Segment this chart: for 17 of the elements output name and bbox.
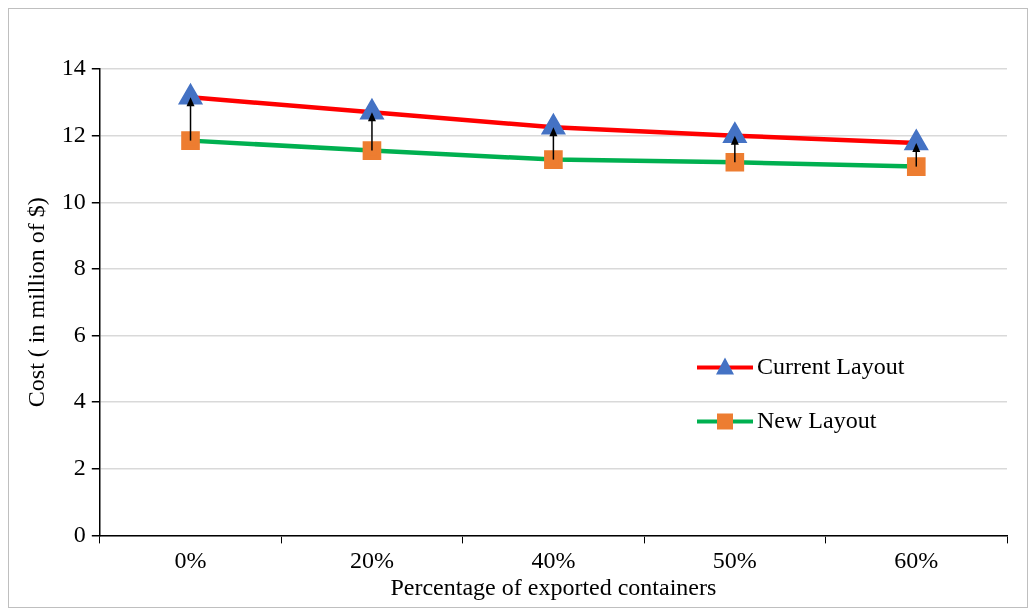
x-tick-label: 50% (712, 547, 757, 574)
legend-label: Current Layout (757, 352, 905, 379)
x-tick-label: 0% (174, 547, 207, 574)
y-tick-label: 0 (73, 520, 86, 547)
x-tick-label: 60% (894, 547, 939, 574)
y-tick-label: 14 (61, 54, 86, 81)
y-tick-label: 4 (73, 387, 86, 414)
y-tick-label: 8 (73, 254, 86, 281)
x-axis-title: Percentage of exported containers (390, 573, 717, 600)
y-tick-label: 2 (73, 454, 86, 481)
y-tick-label: 6 (73, 320, 86, 347)
x-tick-label: 40% (531, 547, 576, 574)
y-tick-label: 12 (61, 120, 86, 147)
y-axis-title: Cost ( in million of $) (22, 197, 49, 408)
y-tick-label: 10 (61, 187, 86, 214)
legend-label: New Layout (757, 406, 877, 433)
x-tick-label: 20% (349, 547, 394, 574)
